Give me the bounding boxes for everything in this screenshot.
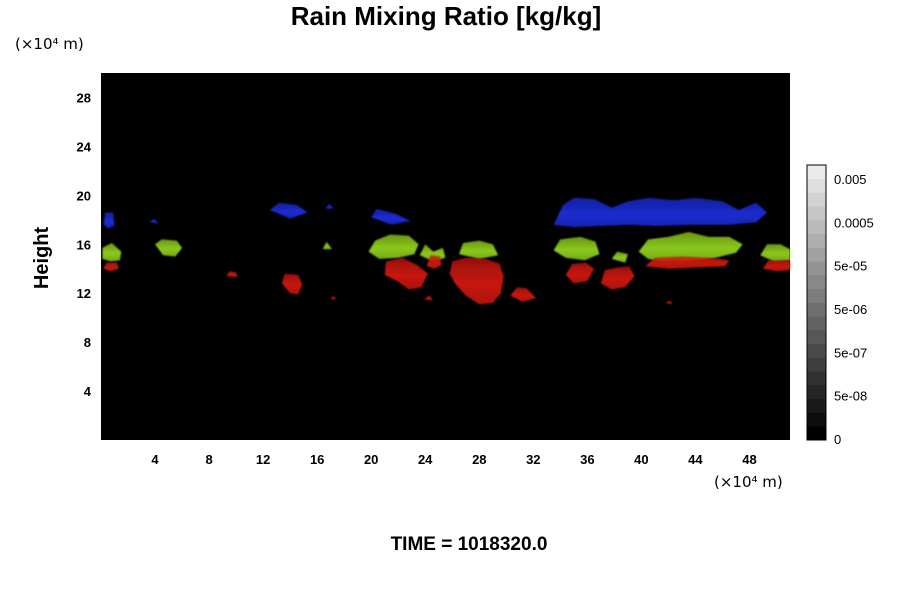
colorbar-swatch <box>807 288 826 303</box>
data-region-red <box>763 260 790 272</box>
y-tick-label: 4 <box>84 384 92 399</box>
x-tick-label: 28 <box>472 452 486 467</box>
colorbar-swatch <box>807 302 826 317</box>
colorbar-label: 0.0005 <box>834 215 874 230</box>
x-unit-label: (×10⁴ m) <box>714 473 783 491</box>
data-region-red <box>384 257 428 290</box>
data-region-green <box>459 240 499 259</box>
x-tick-label: 16 <box>310 452 324 467</box>
data-region-green <box>368 234 419 259</box>
colorbar-labels: 0.005 0.0005 5e-05 5e-06 5e-07 5e-08 0 <box>834 172 874 447</box>
data-region-red <box>423 295 434 301</box>
data-region-red <box>330 295 337 300</box>
plot-area <box>101 73 790 440</box>
colorbar <box>806 164 827 441</box>
colorbar-swatch <box>807 426 826 441</box>
colorbar-label: 5e-06 <box>834 302 867 317</box>
data-region-red <box>282 273 303 295</box>
colorbar-swatch <box>807 247 826 262</box>
colorbar-swatch <box>807 398 826 413</box>
data-region-blue <box>149 218 160 224</box>
y-tick-label: 16 <box>77 237 91 252</box>
data-regions <box>102 197 790 305</box>
colorbar-label: 0 <box>834 432 841 447</box>
x-tick-label: 36 <box>580 452 594 467</box>
y-tick-label: 12 <box>77 286 91 301</box>
colorbar-label: 5e-08 <box>834 389 867 404</box>
data-region-red <box>600 266 635 290</box>
data-region-red <box>426 255 442 269</box>
colorbar-swatch <box>807 371 826 386</box>
data-region-blue <box>103 212 115 229</box>
y-tick-label: 20 <box>77 188 91 203</box>
x-tick-label: 44 <box>688 452 703 467</box>
x-tick-label: 8 <box>205 452 212 467</box>
colorbar-swatch <box>807 165 826 180</box>
colorbar-swatch <box>807 233 826 248</box>
data-region-red <box>565 262 595 284</box>
colorbar-swatch <box>807 206 826 221</box>
data-region-blue <box>269 202 308 219</box>
colorbar-swatch <box>807 275 826 290</box>
y-tick-label: 24 <box>77 139 92 154</box>
y-tick-label: 28 <box>77 91 91 106</box>
chart-title: Rain Mixing Ratio [kg/kg] <box>291 1 602 31</box>
data-region-red <box>645 256 730 269</box>
x-tick-label: 24 <box>418 452 433 467</box>
x-axis-ticks: 4 8 12 16 20 24 28 32 36 40 44 48 <box>151 452 756 467</box>
colorbar-swatch <box>807 412 826 427</box>
colorbar-swatch <box>807 178 826 193</box>
data-region-red <box>510 287 536 302</box>
data-region-green <box>322 241 332 250</box>
y-axis-ticks: 4 8 12 16 20 24 28 <box>77 91 92 400</box>
colorbar-swatch <box>807 261 826 276</box>
data-region-blue <box>553 197 767 228</box>
colorbar-swatch <box>807 343 826 358</box>
colorbar-label: 5e-05 <box>834 259 867 274</box>
data-region-green <box>611 251 628 263</box>
data-region-green <box>638 232 743 262</box>
x-tick-label: 48 <box>742 452 756 467</box>
colorbar-swatch <box>807 357 826 372</box>
x-tick-label: 12 <box>256 452 270 467</box>
colorbar-label: 0.005 <box>834 172 867 187</box>
x-tick-label: 4 <box>151 452 159 467</box>
colorbar-swatch <box>807 316 826 331</box>
colorbar-swatch <box>807 385 826 400</box>
data-region-red <box>449 257 504 305</box>
data-region-green <box>155 239 183 257</box>
time-footer: TIME = 1018320.0 <box>391 534 548 555</box>
y-unit-label: (×10⁴ m) <box>15 35 84 53</box>
colorbar-swatch <box>807 330 826 345</box>
data-region-red <box>665 300 673 305</box>
y-tick-label: 8 <box>84 335 91 350</box>
colorbar-swatch <box>807 220 826 235</box>
data-region-green <box>760 244 790 262</box>
data-region-red <box>103 262 119 272</box>
data-region-green <box>553 236 600 261</box>
x-tick-label: 32 <box>526 452 540 467</box>
colorbar-swatch <box>807 192 826 207</box>
colorbar-label: 5e-07 <box>834 345 867 360</box>
x-tick-label: 40 <box>634 452 648 467</box>
data-region-red <box>226 271 238 278</box>
data-region-blue <box>371 208 411 225</box>
data-region-blue <box>325 203 334 209</box>
data-region-green <box>102 243 122 262</box>
x-tick-label: 20 <box>364 452 378 467</box>
colorbar-frame <box>806 164 827 441</box>
y-axis-label: Height <box>31 227 53 290</box>
